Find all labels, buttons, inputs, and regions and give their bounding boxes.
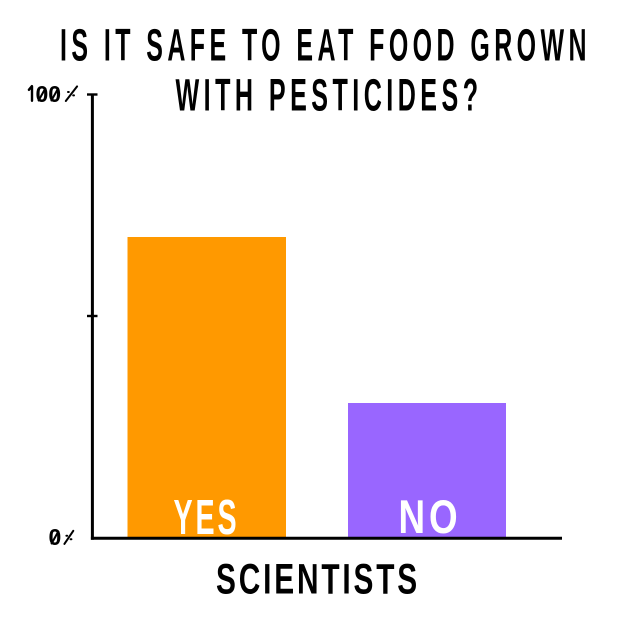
svg-text:YES: YES bbox=[174, 490, 240, 545]
svg-text:NO: NO bbox=[399, 490, 462, 543]
svg-text:00: 00 bbox=[36, 81, 62, 107]
svg-text:IS IT SAFE TO EAT FOOD GROWN: IS IT SAFE TO EAT FOOD GROWN bbox=[60, 20, 591, 71]
svg-text:SCIENTISTS: SCIENTISTS bbox=[216, 556, 420, 603]
svg-text:WITH PESTICIDES?: WITH PESTICIDES? bbox=[176, 70, 483, 121]
